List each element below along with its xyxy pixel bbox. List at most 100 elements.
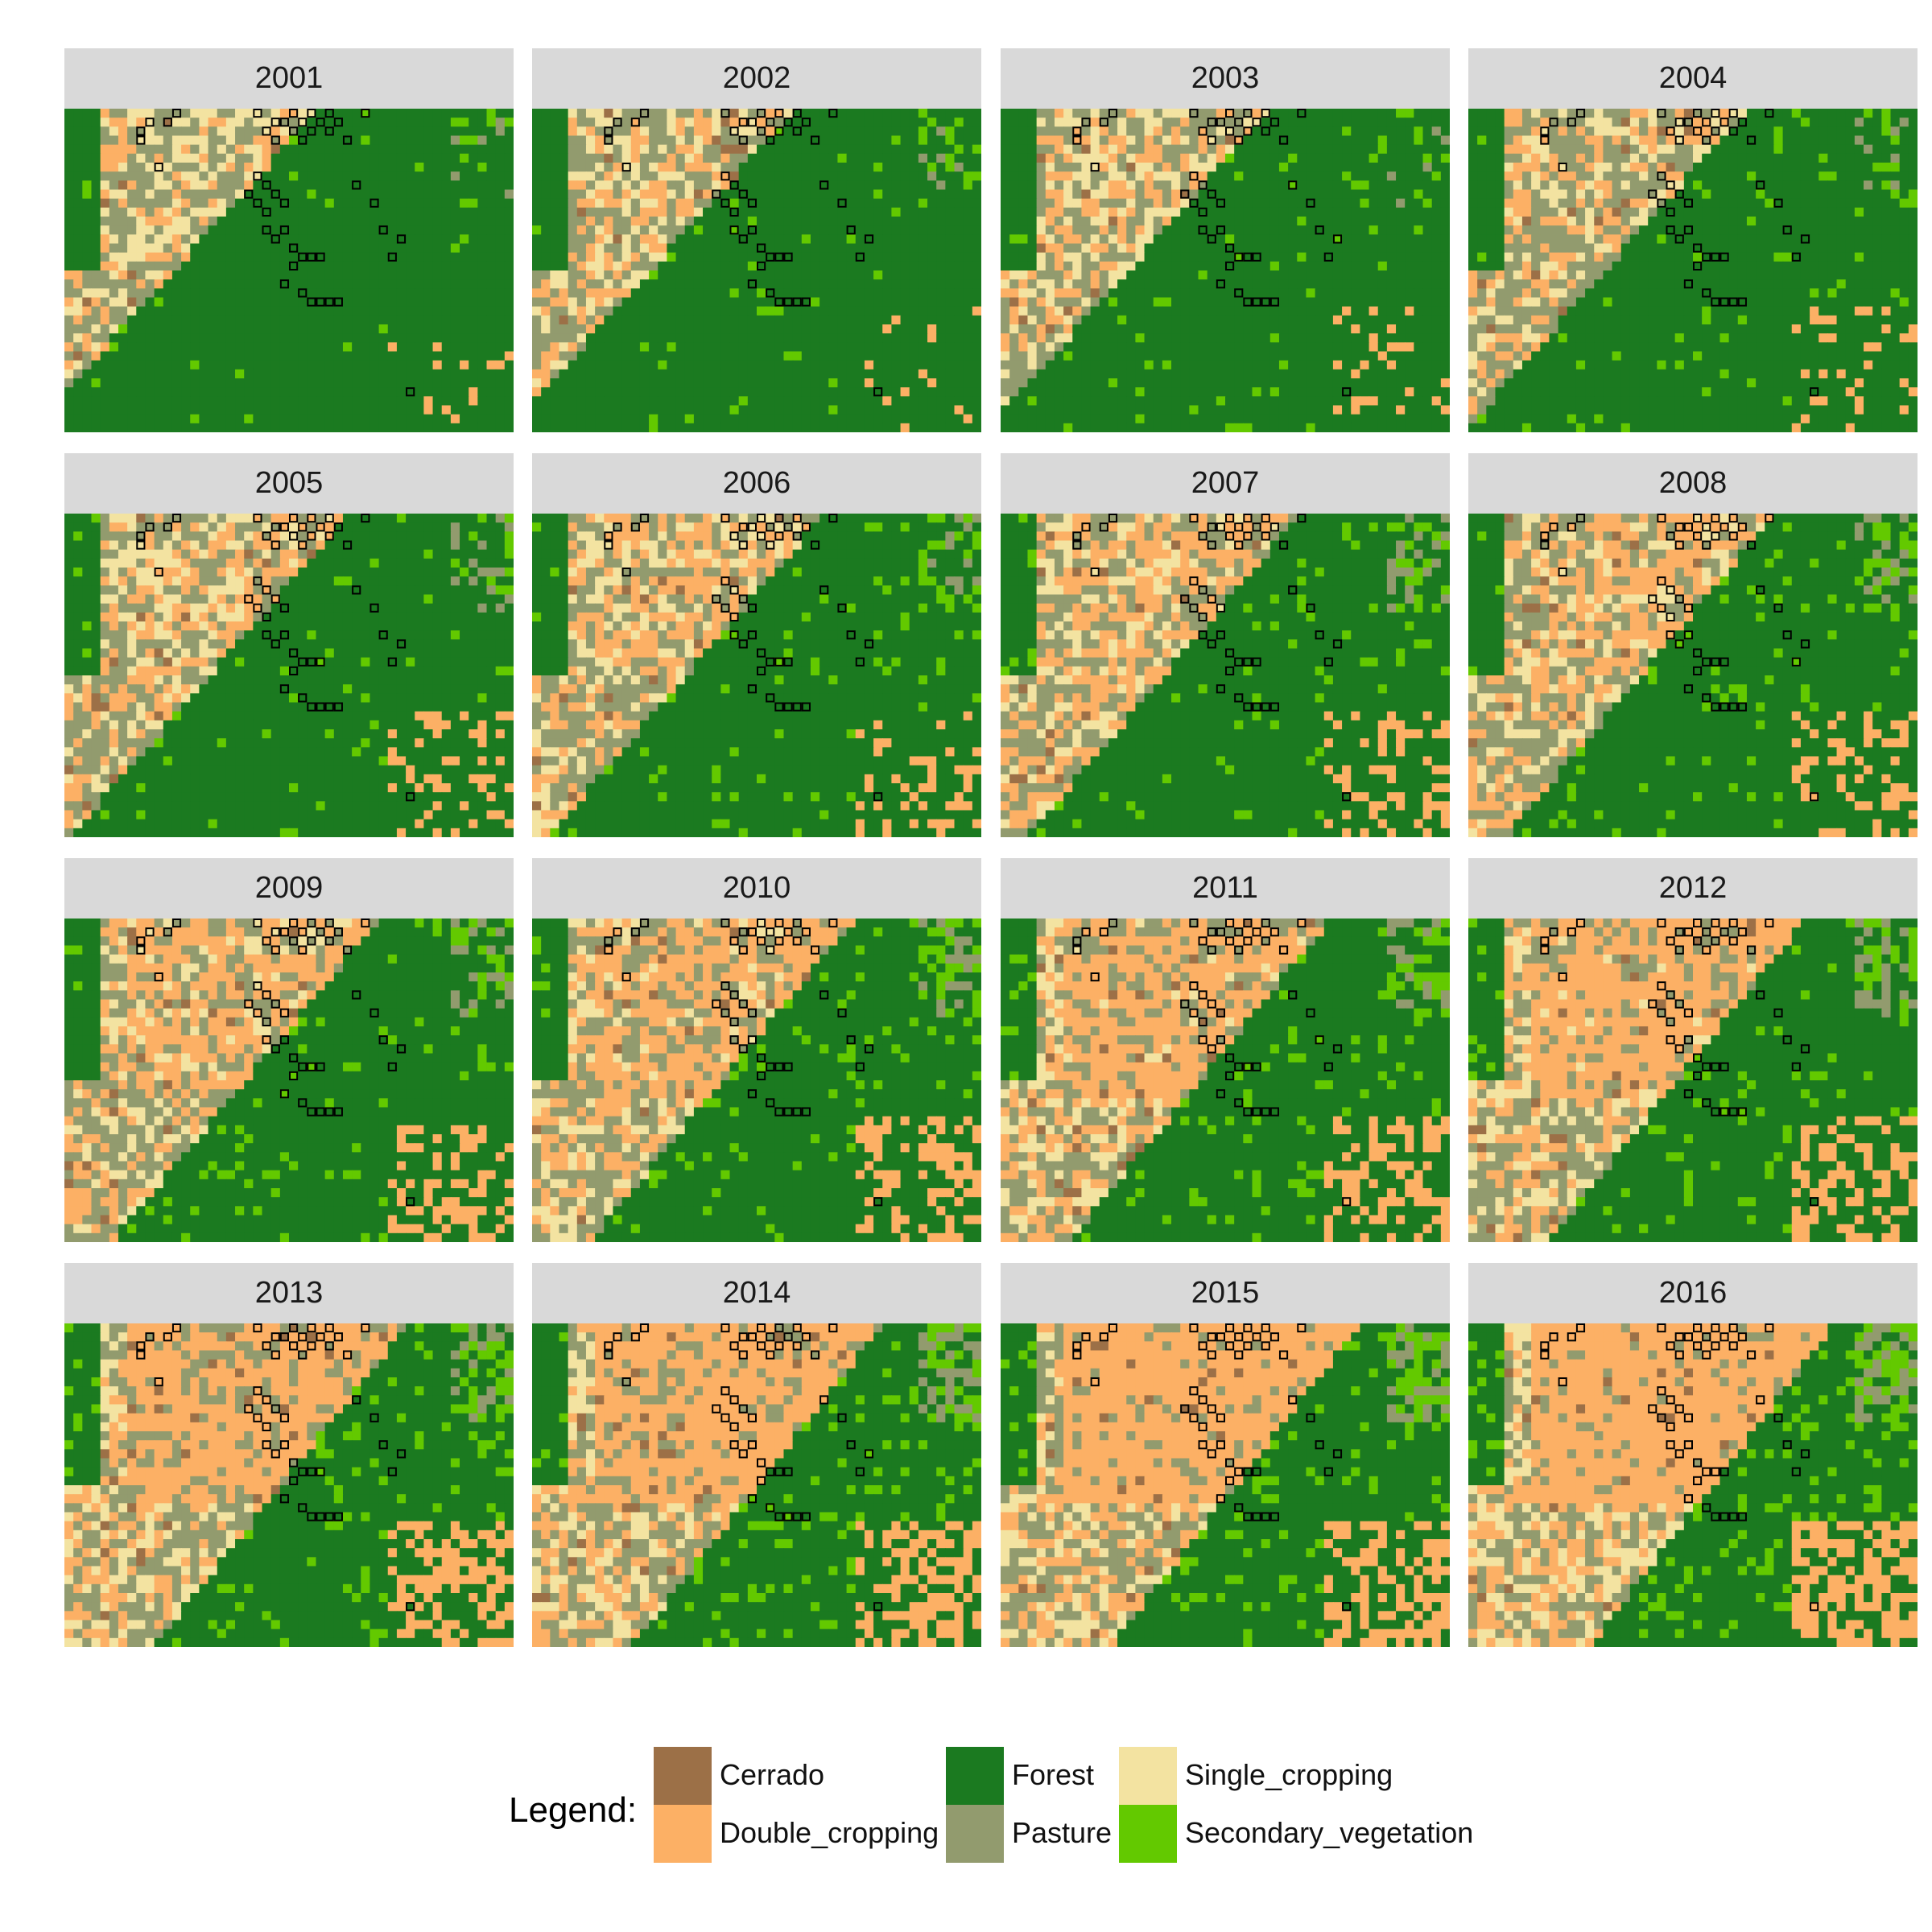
sample-point-marker: [1683, 1035, 1693, 1045]
sample-point-marker: [747, 522, 757, 532]
sample-point-marker: [747, 279, 757, 289]
sample-point-marker: [1773, 1008, 1783, 1018]
sample-point-marker: [262, 1422, 271, 1432]
sample-point-marker: [1549, 1332, 1558, 1342]
land-cover-cells: [1001, 109, 1450, 432]
sample-point-marker: [1198, 936, 1208, 946]
land-cover-map: [532, 1323, 981, 1647]
sample-point-marker: [630, 118, 640, 127]
sample-point-marker: [792, 126, 802, 136]
sample-point-marker: [1567, 1332, 1576, 1342]
sample-point-marker: [738, 118, 748, 127]
sample-point-marker: [774, 109, 784, 118]
sample-point-marker: [757, 648, 766, 658]
sample-point-marker: [1216, 1332, 1225, 1342]
sample-point-marker: [774, 657, 784, 667]
sample-point-marker: [1261, 531, 1270, 541]
sample-point-marker: [279, 1035, 289, 1045]
sample-point-marker: [262, 1035, 271, 1045]
sample-point-marker: [378, 1440, 388, 1450]
sample-point-marker: [1765, 919, 1774, 928]
sample-point-marker: [1711, 936, 1720, 946]
sample-point-marker: [1810, 387, 1819, 397]
sample-point-marker: [1216, 927, 1225, 937]
sample-point-marker: [1198, 1341, 1208, 1351]
sample-point-marker: [766, 927, 775, 937]
sample-point-marker: [324, 936, 334, 946]
sample-point-marker: [1207, 1332, 1216, 1342]
sample-point-marker: [307, 531, 316, 541]
sample-point-marker: [289, 1053, 299, 1063]
sample-point-marker: [1198, 612, 1208, 622]
sample-point-marker: [819, 180, 829, 190]
sample-point-marker: [1737, 1512, 1747, 1521]
sample-point-marker: [1207, 594, 1216, 604]
sample-point-marker: [1207, 234, 1216, 244]
sample-point-marker: [1648, 189, 1657, 199]
map-panel-2012: 2012: [1468, 858, 1918, 1242]
sample-point-marker: [783, 1062, 793, 1071]
sample-point-marker: [1198, 207, 1208, 217]
sample-point-marker: [1243, 657, 1253, 667]
sample-point-marker: [298, 945, 308, 955]
land-cover-cells: [1001, 919, 1450, 1242]
sample-point-marker: [630, 522, 640, 532]
sample-point-marker: [333, 297, 343, 307]
sample-point-marker: [244, 1404, 254, 1414]
sample-point-marker: [1719, 297, 1729, 307]
sample-point-marker: [1081, 522, 1091, 532]
sample-point-marker: [864, 639, 874, 649]
sample-point-marker: [1666, 630, 1675, 640]
sample-point-marker: [1081, 1332, 1091, 1342]
sample-point-marker: [369, 1413, 379, 1422]
sample-point-marker: [270, 1449, 280, 1459]
sample-point-marker: [1189, 198, 1199, 208]
sample-points: [136, 1323, 415, 1612]
panel-year-label: 2016: [1468, 1263, 1918, 1323]
sample-point-marker: [1090, 1377, 1100, 1387]
sample-point-marker: [729, 936, 739, 946]
panel-year-label: 2002: [532, 48, 981, 109]
sample-point-marker: [1252, 927, 1261, 937]
sample-point-marker: [738, 1449, 748, 1459]
sample-point-marker: [1693, 109, 1703, 118]
sample-point-marker: [604, 126, 613, 136]
sample-point-marker: [1666, 1017, 1675, 1027]
sample-point-marker: [1297, 514, 1307, 523]
sample-point-marker: [621, 568, 631, 577]
land-cover-map: [1468, 1323, 1918, 1647]
sample-point-marker: [270, 945, 280, 955]
sample-point-marker: [298, 1350, 308, 1360]
sample-point-marker: [846, 630, 856, 640]
sample-point-marker: [154, 568, 163, 577]
sample-point-marker: [262, 126, 271, 136]
sample-point-marker: [766, 252, 775, 262]
sample-point-marker: [757, 1341, 766, 1351]
sample-points: [136, 919, 415, 1207]
sample-point-marker: [1072, 945, 1082, 955]
sample-point-marker: [837, 1413, 847, 1422]
sample-point-marker: [307, 1062, 316, 1071]
sample-points: [136, 109, 415, 397]
sample-point-marker: [738, 522, 748, 532]
sample-point-marker: [1216, 1035, 1225, 1045]
sample-point-marker: [289, 109, 299, 118]
sample-point-marker: [1810, 1602, 1819, 1612]
sample-point-marker: [729, 1017, 739, 1027]
sample-point-marker: [1728, 297, 1738, 307]
sample-point-marker: [1081, 927, 1091, 937]
sample-point-marker: [1207, 945, 1216, 955]
sample-point-marker: [792, 1107, 802, 1117]
sample-point-marker: [1791, 1467, 1801, 1476]
sample-point-marker: [307, 1341, 316, 1351]
sample-point-marker: [1711, 531, 1720, 541]
sample-point-marker: [316, 522, 325, 532]
sample-point-marker: [1549, 522, 1558, 532]
sample-point-marker: [766, 288, 775, 298]
sample-point-marker: [307, 657, 316, 667]
sample-point-marker: [361, 514, 370, 523]
sample-point-marker: [774, 126, 784, 136]
sample-point-marker: [846, 1035, 856, 1045]
sample-point-marker: [1756, 990, 1765, 1000]
sample-point-marker: [1711, 657, 1720, 667]
